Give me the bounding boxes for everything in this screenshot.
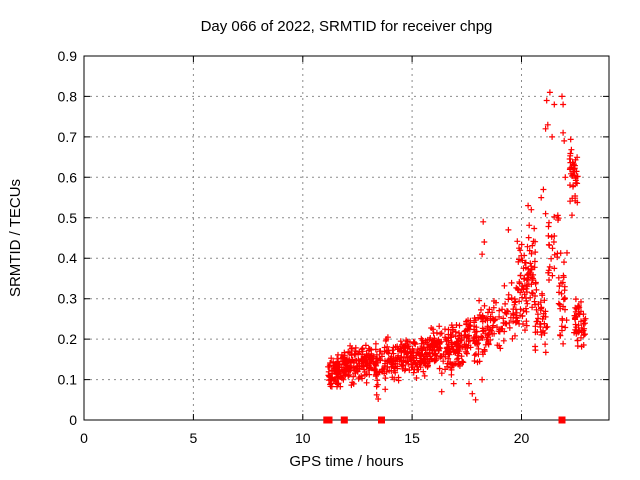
x-tick-label: 5: [190, 430, 198, 446]
tick-marks: [83, 55, 609, 421]
y-tick-label: 0.2: [58, 331, 78, 347]
x-tick-label: 0: [80, 430, 88, 446]
zero-line-point: [558, 416, 566, 424]
x-axis-label: GPS time / hours: [289, 453, 403, 470]
zero-line-point: [340, 416, 348, 424]
y-tick-labels: 0 0.1 0.2 0.3 0.4 0.5 0.6 0.7 0.8 0.9: [58, 48, 78, 428]
x-tick-label: 10: [295, 430, 311, 446]
y-tick-label: 0.6: [58, 169, 78, 185]
baseline-zero-points: [323, 416, 566, 424]
y-tick-label: 0.7: [58, 129, 78, 145]
axis-ticks: [83, 55, 609, 421]
chart-title: Day 066 of 2022, SRMTID for receiver chp…: [201, 18, 493, 35]
x-tick-label: 20: [514, 430, 530, 446]
zero-line-point: [325, 416, 333, 424]
x-tick-label: 15: [404, 430, 420, 446]
y-tick-label: 0.1: [58, 372, 78, 388]
scatter-points-path: [325, 89, 589, 403]
x-tick-labels: 0 5 10 15 20: [80, 430, 529, 446]
gridlines: [84, 55, 609, 420]
data-points: [325, 89, 589, 403]
y-tick-label: 0.5: [58, 210, 78, 226]
zero-line-point: [378, 416, 385, 424]
y-tick-label: 0.3: [58, 291, 78, 307]
grid-path: [84, 55, 609, 420]
y-tick-label: 0.8: [58, 88, 78, 104]
y-tick-label: 0.4: [58, 250, 78, 266]
y-axis-label: SRMTID / TECUs: [7, 179, 24, 297]
y-tick-label: 0.9: [58, 48, 78, 64]
y-tick-label: 0: [69, 412, 77, 428]
